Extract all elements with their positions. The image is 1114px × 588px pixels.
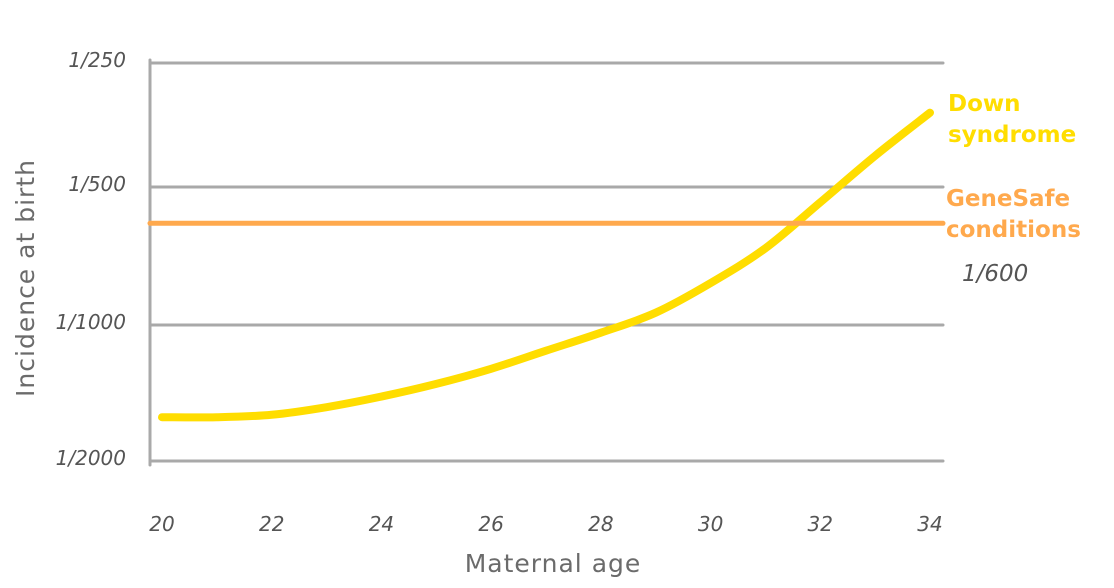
y-tick-label: 1/1000: [56, 310, 126, 334]
x-tick-label: 32: [808, 512, 833, 536]
y-tick-label: 1/250: [68, 48, 126, 72]
label-layer: Maternal age Incidence at birth Down syndro…: [11, 91, 1081, 578]
annotation-label: 1/600: [962, 261, 1028, 287]
x-axis-title: Maternal age: [465, 549, 642, 578]
y-tick-label: 1/2000: [56, 446, 126, 470]
x-tick-label: 20: [149, 512, 174, 536]
series-name-label: Down syndrome: [948, 91, 1076, 148]
series-name-label: GeneSafe conditions: [946, 186, 1081, 243]
y-axis-title: Incidence at birth: [11, 159, 40, 397]
x-tick-label: 34: [917, 512, 942, 536]
series-layer: [147, 108, 946, 422]
x-tick-label: 22: [259, 512, 284, 536]
axis-layer: 1/250 1/500 1/1000 1/2000 20 22 24 26 28 30 32 34: [56, 48, 943, 536]
y-tick-label: 1/500: [68, 172, 126, 196]
grid-layer: [148, 61, 945, 463]
x-tick-label: 26: [478, 512, 503, 536]
x-tick-label: 28: [588, 512, 613, 536]
x-tick-label: 30: [698, 512, 723, 536]
x-tick-label: 24: [369, 512, 394, 536]
series-line-0: [158, 108, 934, 422]
